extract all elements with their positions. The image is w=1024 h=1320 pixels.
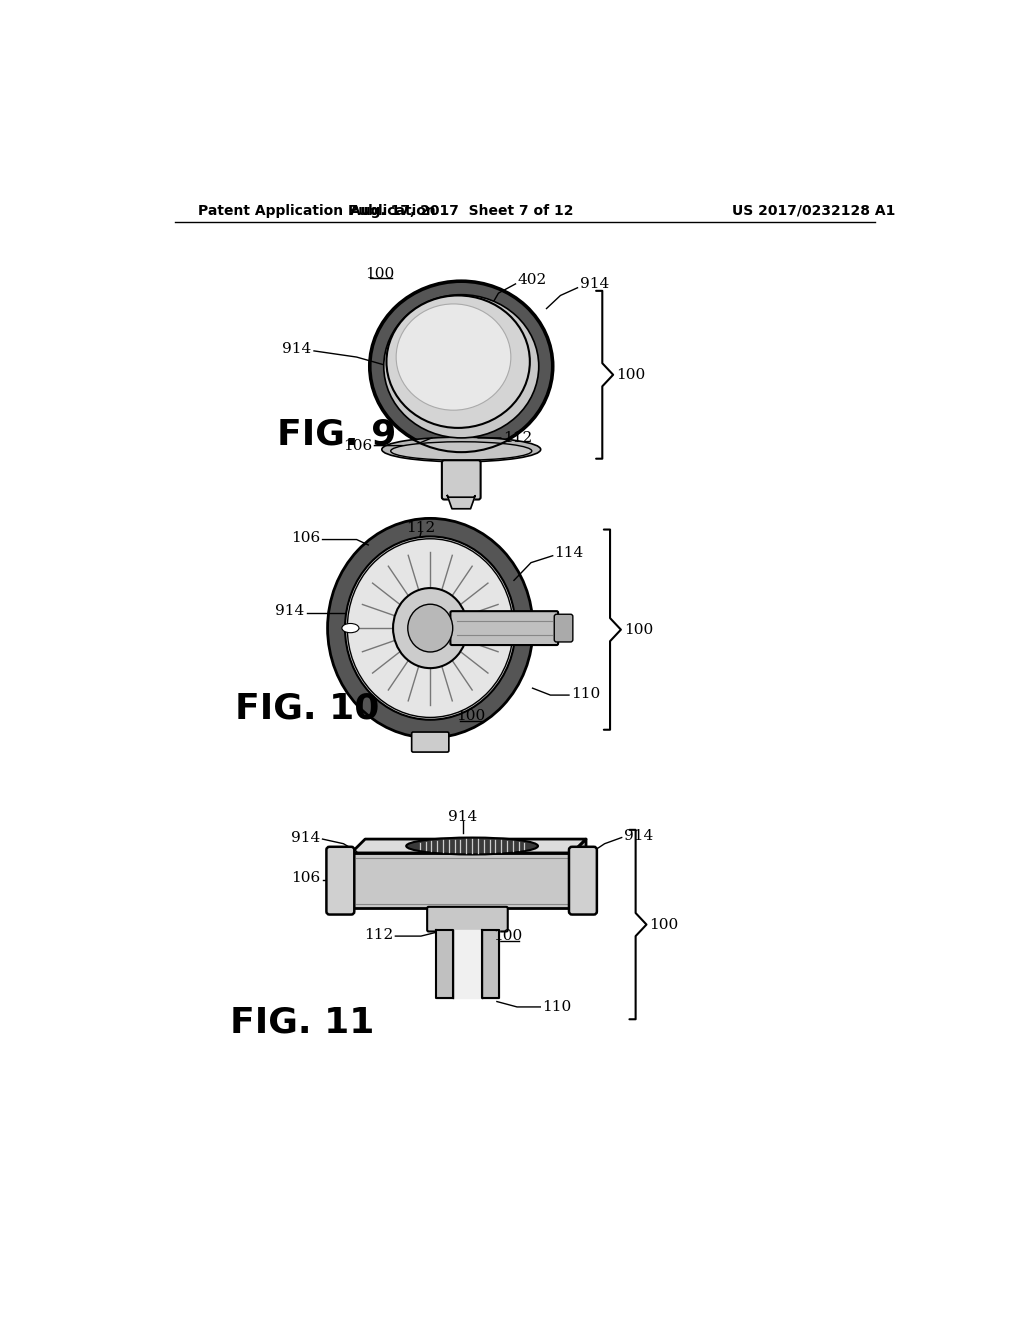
Ellipse shape <box>347 539 513 718</box>
Text: 100: 100 <box>366 267 394 281</box>
FancyBboxPatch shape <box>569 847 597 915</box>
Polygon shape <box>447 496 475 508</box>
Text: 914: 914 <box>624 829 653 843</box>
FancyBboxPatch shape <box>451 611 558 645</box>
Polygon shape <box>453 929 482 998</box>
Text: 100: 100 <box>649 917 679 932</box>
Text: 106: 106 <box>343 438 372 453</box>
Text: US 2017/0232128 A1: US 2017/0232128 A1 <box>732 203 896 218</box>
Text: 114: 114 <box>554 545 584 560</box>
Text: FIG. 10: FIG. 10 <box>234 692 379 726</box>
Text: 914: 914 <box>291 830 321 845</box>
FancyBboxPatch shape <box>327 847 354 915</box>
FancyBboxPatch shape <box>442 461 480 499</box>
Ellipse shape <box>342 623 359 632</box>
Ellipse shape <box>386 296 529 428</box>
Text: 112: 112 <box>407 521 435 535</box>
FancyBboxPatch shape <box>412 733 449 752</box>
Ellipse shape <box>408 605 453 652</box>
Ellipse shape <box>345 536 515 719</box>
Text: 100: 100 <box>456 709 485 723</box>
Polygon shape <box>351 853 572 908</box>
Text: 106: 106 <box>291 531 321 545</box>
Ellipse shape <box>382 437 541 462</box>
Text: Patent Application Publication: Patent Application Publication <box>198 203 435 218</box>
Text: 914: 914 <box>449 809 477 824</box>
Text: 110: 110 <box>543 1001 571 1014</box>
Ellipse shape <box>391 442 531 461</box>
Text: 110: 110 <box>451 475 480 488</box>
Polygon shape <box>482 929 500 998</box>
Polygon shape <box>351 840 586 853</box>
Ellipse shape <box>407 837 538 854</box>
Text: FIG. 11: FIG. 11 <box>230 1006 375 1039</box>
FancyBboxPatch shape <box>554 614 572 642</box>
Polygon shape <box>572 840 586 908</box>
Ellipse shape <box>384 294 539 438</box>
Text: 112: 112 <box>503 430 532 445</box>
Text: 402: 402 <box>518 273 547 286</box>
Text: 100: 100 <box>616 368 645 381</box>
Text: Aug. 17, 2017  Sheet 7 of 12: Aug. 17, 2017 Sheet 7 of 12 <box>349 203 573 218</box>
Text: 106: 106 <box>291 871 321 886</box>
Text: 914: 914 <box>275 605 305 618</box>
Text: FIG. 9: FIG. 9 <box>276 417 396 451</box>
Text: 112: 112 <box>364 928 393 941</box>
Ellipse shape <box>393 589 467 668</box>
Ellipse shape <box>396 304 511 411</box>
Text: 110: 110 <box>571 686 600 701</box>
Text: 100: 100 <box>624 623 653 636</box>
Text: 914: 914 <box>283 342 311 356</box>
Text: 100: 100 <box>494 929 522 942</box>
Ellipse shape <box>328 519 532 738</box>
Ellipse shape <box>371 281 552 451</box>
Text: 914: 914 <box>580 277 609 290</box>
Polygon shape <box>435 929 453 998</box>
FancyBboxPatch shape <box>427 907 508 932</box>
Ellipse shape <box>417 444 446 454</box>
